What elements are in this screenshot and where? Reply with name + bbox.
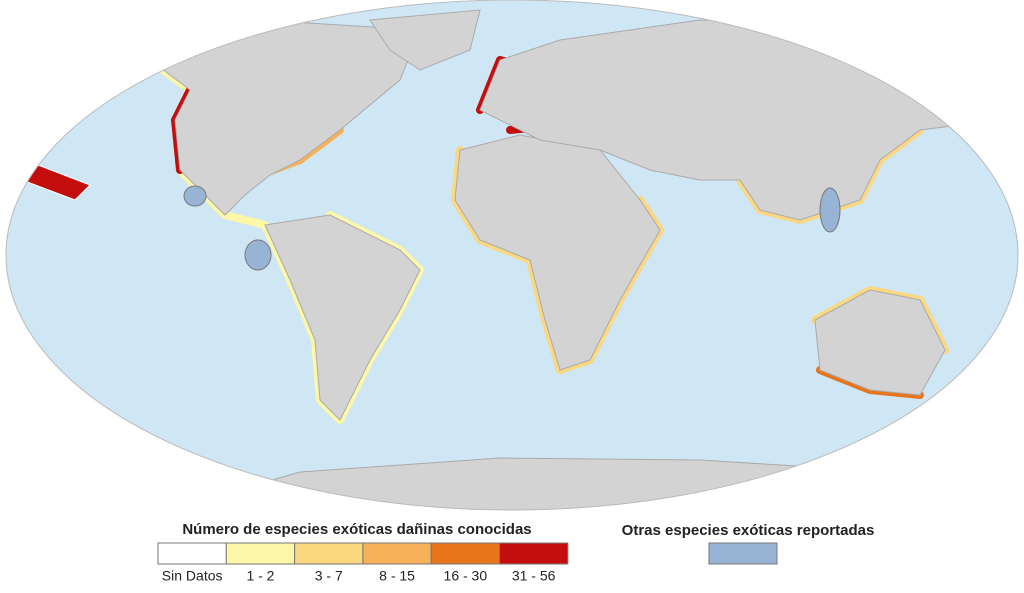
legend: Sin Datos 1 - 2 3 - 7 8 - 15 16 - 30 31 - 56 (157, 542, 569, 584)
legend-swatch (362, 542, 432, 565)
other-legend-swatch (708, 542, 778, 565)
greenland (369, 9, 481, 71)
globe-outline (5, 0, 1019, 511)
legend-title: Número de especies exóticas dañinas cono… (182, 521, 531, 538)
legend-swatch (157, 542, 227, 565)
legend-label: Sin Datos (162, 568, 223, 584)
legend-label: 1 - 2 (246, 568, 274, 584)
legend-swatch (294, 542, 364, 565)
australia (814, 289, 946, 396)
world-map (6, 0, 1018, 510)
other-legend-title: Otras especies exóticas reportadas (622, 522, 875, 539)
legend-label: 16 - 30 (444, 568, 488, 584)
legend-label: 3 - 7 (315, 568, 343, 584)
legend-label: 8 - 15 (379, 568, 415, 584)
legend-swatch (430, 542, 501, 565)
island-region (183, 185, 207, 207)
legend-swatch (225, 542, 296, 565)
legend-label: 31 - 56 (512, 568, 556, 584)
philippines-region (819, 187, 841, 233)
south-america (264, 214, 421, 421)
galapagos-region (244, 239, 272, 271)
legend-swatch (499, 542, 569, 565)
